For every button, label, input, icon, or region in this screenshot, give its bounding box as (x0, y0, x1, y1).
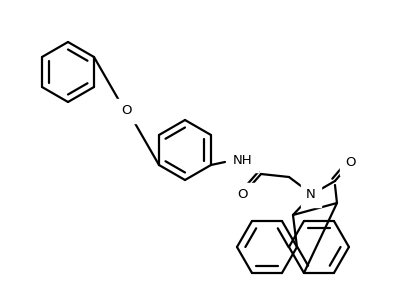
Text: O: O (121, 105, 132, 117)
Text: NH: NH (233, 153, 252, 167)
Text: O: O (238, 189, 248, 201)
Text: N: N (306, 189, 316, 201)
Text: O: O (346, 156, 356, 170)
